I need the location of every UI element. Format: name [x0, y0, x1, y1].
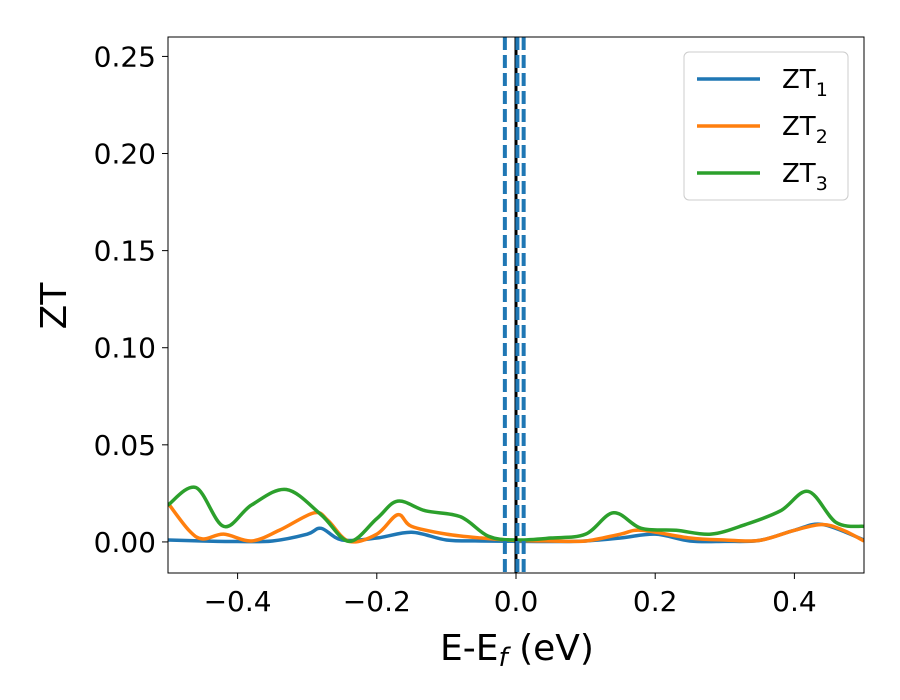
plot-area [168, 37, 864, 573]
y-axis-title: ZT [34, 282, 75, 330]
legend-item-zt1: ZT1 [697, 65, 828, 101]
x-axis-ticks: −0.4 −0.2 0.0 0.2 0.4 [204, 573, 817, 618]
y-tick-label: 0.15 [94, 235, 156, 268]
y-tick-label: 0.20 [94, 138, 156, 171]
x-tick-label: −0.2 [343, 585, 411, 618]
x-tick-label: −0.4 [204, 585, 272, 618]
legend-label: ZT3 [782, 159, 828, 195]
y-tick-label: 0.25 [94, 40, 156, 73]
legend-label: ZT1 [782, 65, 828, 101]
y-tick-label: 0.10 [94, 332, 156, 365]
y-tick-label: 0.05 [94, 429, 156, 462]
x-axis-title: E-Ef (eV) [440, 628, 594, 673]
legend-item-zt3: ZT3 [697, 159, 828, 195]
legend-box [683, 51, 849, 201]
y-tick-label: 0.00 [94, 526, 156, 559]
legend-item-zt2: ZT2 [697, 112, 828, 148]
x-tick-label: 0.2 [633, 585, 678, 618]
legend-label: ZT2 [782, 112, 828, 148]
series-line-zt2 [168, 502, 864, 544]
x-tick-label: 0.0 [494, 585, 539, 618]
legend: ZT1 ZT2 ZT3 [683, 51, 849, 201]
y-axis-ticks: 0.00 0.05 0.10 0.15 0.20 0.25 [94, 40, 168, 559]
x-tick-label: 0.4 [772, 585, 817, 618]
series-line-zt3 [168, 485, 864, 544]
